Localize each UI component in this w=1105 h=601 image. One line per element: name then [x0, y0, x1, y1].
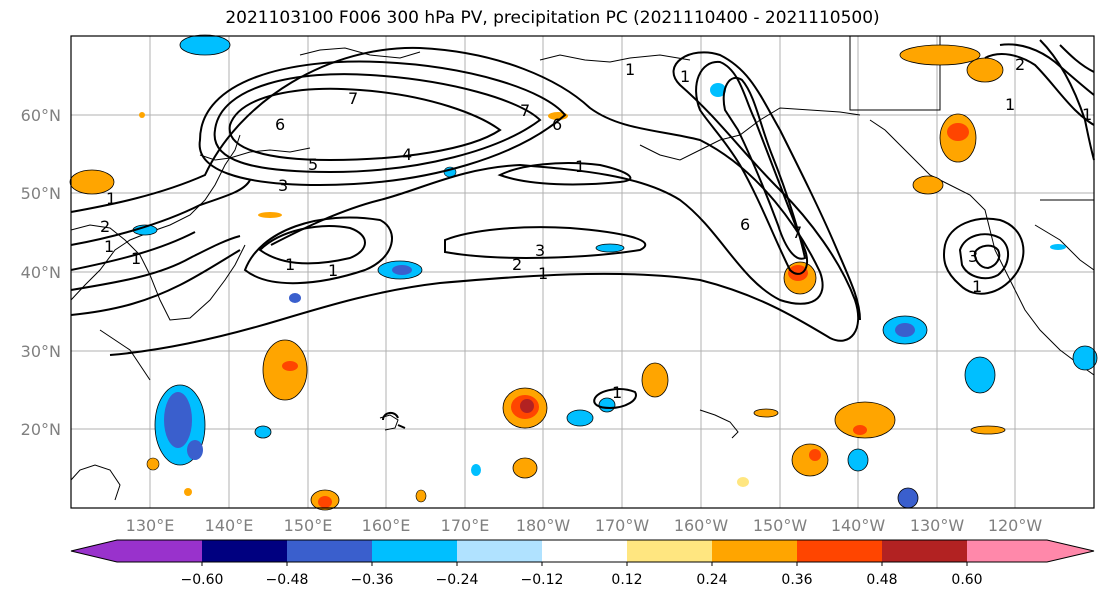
lon-label: 140°E [205, 516, 254, 535]
map-panel [69, 34, 1098, 511]
lat-label: 30°N [21, 342, 61, 361]
contour-label: 1 [104, 237, 114, 256]
lon-label: 180°W [516, 516, 571, 535]
contour-label: 1 [131, 249, 141, 268]
lon-label: 160°E [362, 516, 411, 535]
contour-label: 7 [348, 89, 358, 108]
colorbar-tick-label: −0.24 [436, 572, 479, 588]
latitude-labels: 60°N 50°N 40°N 30°N 20°N [21, 106, 61, 439]
pv-contours [70, 39, 1095, 429]
colorbar-tick-label: 0.60 [951, 572, 982, 588]
contour-label: 3 [278, 176, 288, 195]
lat-label: 20°N [21, 420, 61, 439]
colorbar-tick-label: −0.48 [266, 572, 309, 588]
contour-label: 2 [512, 255, 522, 274]
colorbar-tick-label: 0.12 [611, 572, 642, 588]
lon-label: 130°E [126, 516, 175, 535]
contour-label: 3 [535, 241, 545, 260]
colorbar-segment [712, 540, 797, 562]
colorbar: −0.60 −0.48 −0.36 −0.24 −0.12 0.12 0.24 … [70, 539, 1095, 588]
longitude-labels: 130°E 140°E 150°E 160°E 170°E 180°W 170°… [126, 516, 1043, 535]
colorbar-tick-label: 0.48 [866, 572, 897, 588]
lat-label: 60°N [21, 106, 61, 125]
contour-label: 6 [275, 115, 285, 134]
contour-labels: 7 6 5 4 3 2 1 1 1 7 6 1 2 3 1 1 1 1 6 7 … [100, 55, 1092, 402]
contour-label: 6 [552, 115, 562, 134]
contour-label: 1 [1005, 95, 1015, 114]
contour-label: 7 [792, 223, 802, 242]
map-title: 2021103100 F006 300 hPa PV, precipitatio… [225, 8, 880, 28]
contour-label: 1 [680, 67, 690, 86]
contour-label: 1 [538, 264, 548, 283]
contour-label: 4 [402, 145, 412, 164]
colorbar-tick-label: −0.36 [351, 572, 394, 588]
colorbar-segment [457, 540, 542, 562]
contour-label: 1 [1082, 105, 1092, 124]
contour-label: 1 [575, 157, 585, 176]
colorbar-segment [71, 540, 117, 562]
lon-label: 120°W [988, 516, 1043, 535]
lon-label: 170°E [441, 516, 490, 535]
colorbar-segment [967, 540, 1047, 562]
colorbar-segment [117, 540, 202, 562]
contour-label: 1 [625, 60, 635, 79]
lon-label: 150°E [284, 516, 333, 535]
colorbar-tick-label: 0.24 [696, 572, 727, 588]
lon-label: 130°W [910, 516, 965, 535]
contour-label: 3 [968, 247, 978, 266]
colorbar-segment [542, 540, 627, 562]
contour-label: 2 [100, 217, 110, 236]
lon-label: 140°W [831, 516, 886, 535]
contour-label: 1 [328, 261, 338, 280]
contour-label: 7 [520, 101, 530, 120]
contour-label: 5 [308, 155, 318, 174]
colorbar-segment [287, 540, 372, 562]
lat-label: 50°N [21, 184, 61, 203]
colorbar-segment [1047, 540, 1094, 562]
colorbar-segment [627, 540, 712, 562]
contour-label: 6 [740, 215, 750, 234]
colorbar-tick-label: −0.60 [181, 572, 224, 588]
lat-label: 40°N [21, 263, 61, 282]
contour-label: 1 [106, 189, 116, 208]
coastlines [70, 36, 1095, 501]
lon-label: 160°W [674, 516, 729, 535]
contour-label: 2 [1015, 55, 1025, 74]
colorbar-segment [797, 540, 882, 562]
precipitation-shading [69, 34, 1098, 511]
colorbar-segment [372, 540, 457, 562]
colorbar-segment [202, 540, 287, 562]
colorbar-segment [882, 540, 967, 562]
colorbar-tick-label: 0.36 [781, 572, 812, 588]
contour-label: 1 [972, 277, 982, 296]
lon-label: 150°W [753, 516, 808, 535]
contour-label: 1 [612, 383, 622, 402]
contour-label: 1 [285, 255, 295, 274]
lon-label: 170°W [595, 516, 650, 535]
colorbar-tick-label: −0.12 [521, 572, 564, 588]
